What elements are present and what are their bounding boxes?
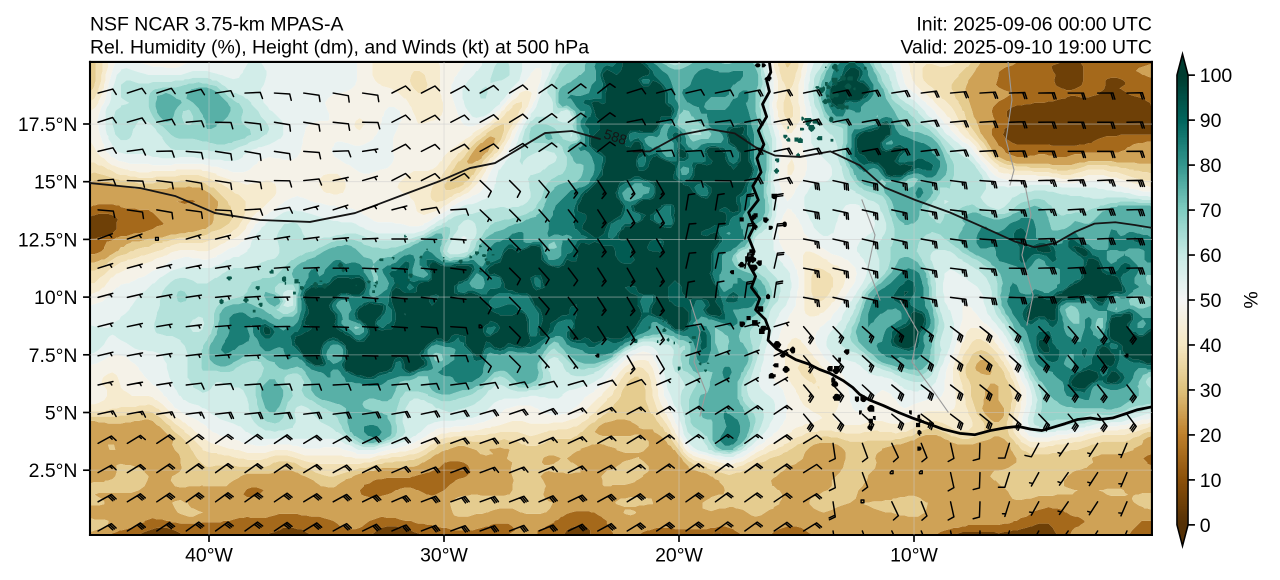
svg-text:70: 70: [1200, 200, 1222, 222]
svg-text:20°W: 20°W: [655, 545, 703, 567]
svg-text:10: 10: [1200, 470, 1222, 492]
svg-text:20: 20: [1200, 425, 1222, 447]
svg-text:Rel. Humidity (%), Height (dm): Rel. Humidity (%), Height (dm), and Wind…: [90, 37, 589, 59]
svg-text:40°W: 40°W: [185, 545, 233, 567]
svg-text:10°N: 10°N: [34, 287, 77, 309]
svg-text:100: 100: [1200, 65, 1233, 87]
svg-text:40: 40: [1200, 335, 1222, 357]
svg-text:7.5°N: 7.5°N: [29, 345, 78, 367]
svg-text:17.5°N: 17.5°N: [18, 114, 78, 136]
svg-text:Init: 2025-09-06 00:00 UTC: Init: 2025-09-06 00:00 UTC: [916, 14, 1152, 36]
svg-text:30°W: 30°W: [420, 545, 468, 567]
svg-text:2.5°N: 2.5°N: [29, 460, 78, 482]
svg-text:%: %: [1240, 291, 1262, 308]
svg-text:90: 90: [1200, 110, 1222, 132]
svg-text:60: 60: [1200, 245, 1222, 267]
svg-text:NSF NCAR 3.75-km MPAS-A: NSF NCAR 3.75-km MPAS-A: [90, 14, 343, 36]
svg-text:12.5°N: 12.5°N: [18, 229, 78, 251]
svg-text:30: 30: [1200, 380, 1222, 402]
svg-text:80: 80: [1200, 155, 1222, 177]
svg-text:50: 50: [1200, 290, 1222, 312]
svg-text:15°N: 15°N: [34, 172, 77, 194]
svg-text:10°W: 10°W: [890, 545, 938, 567]
svg-text:0: 0: [1200, 515, 1211, 537]
svg-text:5°N: 5°N: [45, 403, 78, 425]
svg-text:Valid: 2025-09-10 19:00 UTC: Valid: 2025-09-10 19:00 UTC: [901, 37, 1152, 59]
